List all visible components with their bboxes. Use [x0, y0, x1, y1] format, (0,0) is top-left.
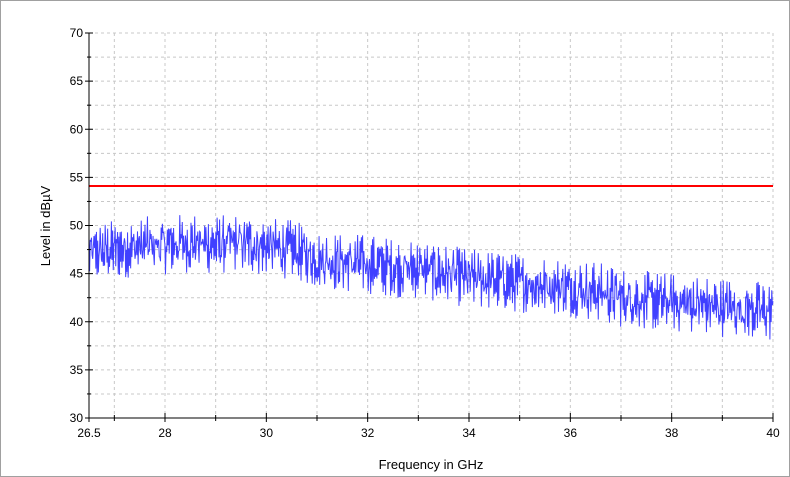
x-tick-label: 34 [462, 426, 476, 440]
y-axis-label: Level in dBµV [38, 185, 53, 266]
x-tick-label: 32 [361, 426, 375, 440]
y-tick-label: 65 [70, 74, 84, 88]
y-tick-label: 35 [70, 363, 84, 377]
x-axis-label: Frequency in GHz [379, 457, 484, 472]
y-tick-label: 55 [70, 170, 84, 184]
y-tick-label: 45 [70, 267, 84, 281]
y-tick-label: 60 [70, 122, 84, 136]
y-tick-label: 40 [70, 315, 84, 329]
ticks: 30 35 40 45 50 55 60 65 70 26.5 28 30 32 34 36 38 40 [70, 26, 780, 440]
measurement-trace [88, 215, 774, 340]
y-tick-label: 50 [70, 219, 84, 233]
y-tick-label: 30 [70, 411, 84, 425]
x-tick-label: 26.5 [77, 426, 101, 440]
series-layer [88, 185, 774, 340]
x-tick-label: 30 [260, 426, 274, 440]
grid [89, 32, 774, 418]
x-tick-label: 36 [564, 426, 578, 440]
x-tick-label: 28 [158, 426, 172, 440]
y-tick-label: 70 [70, 26, 84, 40]
x-tick-label: 38 [665, 426, 679, 440]
x-tick-label: 40 [766, 426, 780, 440]
